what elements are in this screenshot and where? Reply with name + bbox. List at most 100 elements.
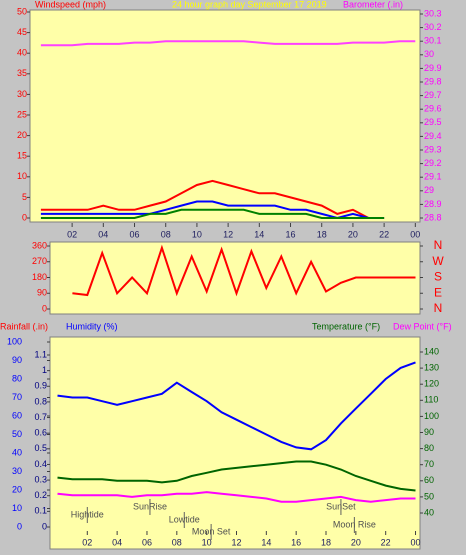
y-tick-label: 0 <box>17 521 22 531</box>
event-label: Moon Rise <box>333 519 376 529</box>
y-tick-label: 0.2 <box>34 490 47 500</box>
y-tick-label: 80 <box>424 443 434 453</box>
y-tick-label: 30.1 <box>424 36 442 46</box>
y-tick-label: 0 <box>42 521 47 531</box>
y-tick-label: 90 <box>37 288 47 298</box>
y-tick-label: 29.6 <box>424 104 442 114</box>
x-tick-label: 08 <box>161 229 171 239</box>
y-tick-label: 50 <box>424 491 434 501</box>
event-label: SunSet <box>326 501 356 511</box>
y-tick-label: 1.1 <box>34 349 47 359</box>
x-tick-label: 16 <box>291 537 301 547</box>
y-tick-label: 120 <box>424 379 439 389</box>
y-tick-label: 30 <box>424 49 434 59</box>
series-line <box>72 244 416 297</box>
y-tick-label: 0.5 <box>34 443 47 453</box>
x-tick-label: 18 <box>317 229 327 239</box>
y-tick-label: 29.1 <box>424 172 442 182</box>
x-tick-label: 14 <box>254 229 264 239</box>
y-tick-label: 70 <box>424 459 434 469</box>
y-tick-label: 29.2 <box>424 158 442 168</box>
event-label: SunRise <box>133 501 167 511</box>
y-tick-label: 50 <box>12 429 22 439</box>
humidity-legend: Humidity (%) <box>66 321 118 331</box>
y-tick-label: 50 <box>17 6 27 16</box>
y-tick-label: 5 <box>22 192 27 202</box>
x-tick-label: 00 <box>410 229 420 239</box>
y-tick-label: 29.4 <box>424 131 442 141</box>
y-tick-label: E <box>434 285 442 299</box>
y-tick-label: 20 <box>12 484 22 494</box>
y-tick-label: 29.9 <box>424 63 442 73</box>
y-tick-label: 0 <box>22 212 27 222</box>
y-tick-label: 0.8 <box>34 396 47 406</box>
y-tick-label: 0.4 <box>34 459 47 469</box>
series-line <box>57 460 416 492</box>
x-tick-label: 04 <box>112 537 122 547</box>
y-tick-label: 29.7 <box>424 90 442 100</box>
y-tick-label: 270 <box>32 256 47 266</box>
x-tick-label: 04 <box>98 229 108 239</box>
x-tick-label: 06 <box>130 229 140 239</box>
y-tick-label: 20 <box>17 130 27 140</box>
x-tick-label: 10 <box>202 537 212 547</box>
series-line <box>40 200 385 220</box>
y-tick-label: 70 <box>12 392 22 402</box>
y-tick-label: 130 <box>424 362 439 372</box>
y-tick-label: 0.6 <box>34 428 47 438</box>
x-tick-label: 22 <box>381 537 391 547</box>
series-line <box>40 179 385 219</box>
x-tick-label: 22 <box>379 229 389 239</box>
y-tick-label: 40 <box>12 447 22 457</box>
x-tick-label: 12 <box>231 537 241 547</box>
y-tick-label: 30 <box>12 466 22 476</box>
y-tick-label: 29 <box>424 185 434 195</box>
y-tick-label: 110 <box>424 395 438 405</box>
y-tick-label: 100 <box>7 336 22 346</box>
y-tick-label: 25 <box>17 109 27 119</box>
x-tick-label: 20 <box>351 537 361 547</box>
y-tick-label: 28.9 <box>424 199 442 209</box>
y-tick-label: 100 <box>424 411 439 421</box>
y-tick-label: 10 <box>17 171 27 181</box>
y-tick-label: 45 <box>17 27 27 37</box>
y-tick-label: 90 <box>12 355 22 365</box>
humidity-plot <box>49 336 421 550</box>
y-tick-label: 29.8 <box>424 76 442 86</box>
y-tick-label: 60 <box>424 475 434 485</box>
wind-axis-label: Windspeed (mph) <box>35 0 106 9</box>
y-tick-label: S <box>434 270 442 284</box>
y-tick-label: W <box>432 254 444 268</box>
y-tick-label: N <box>434 238 443 252</box>
y-tick-label: 40 <box>424 507 434 517</box>
x-tick-label: 06 <box>142 537 152 547</box>
x-tick-label: 10 <box>192 229 202 239</box>
series-line <box>40 208 385 219</box>
y-tick-label: 0.3 <box>34 474 47 484</box>
event-label: Lowtide <box>169 514 200 524</box>
barometer-axis-label: Barometer (.in) <box>343 0 403 9</box>
y-tick-label: 30.3 <box>424 8 442 18</box>
y-tick-label: 10 <box>12 503 22 513</box>
y-tick-label: 29.5 <box>424 117 442 127</box>
y-tick-label: 40 <box>17 48 27 58</box>
x-tick-label: 02 <box>82 537 92 547</box>
event-label: Hightide <box>71 509 104 519</box>
series-line <box>40 40 416 47</box>
series-line <box>57 491 416 503</box>
x-tick-label: 18 <box>321 537 331 547</box>
x-tick-label: 12 <box>223 229 233 239</box>
dewpoint-legend: Dew Point (°F) <box>393 321 452 331</box>
y-tick-label: 0.7 <box>34 412 47 422</box>
y-tick-label: 0.9 <box>34 381 47 391</box>
y-tick-label: 35 <box>17 68 27 78</box>
y-tick-label: 29.3 <box>424 144 442 154</box>
y-tick-label: 1 <box>42 365 47 375</box>
rain-axis-label: Rainfall (.in) <box>0 321 48 331</box>
y-tick-label: 60 <box>12 410 22 420</box>
y-tick-label: 140 <box>424 346 439 356</box>
y-tick-label: 0 <box>42 303 47 313</box>
y-tick-label: 0.1 <box>34 506 47 516</box>
x-tick-label: 20 <box>348 229 358 239</box>
